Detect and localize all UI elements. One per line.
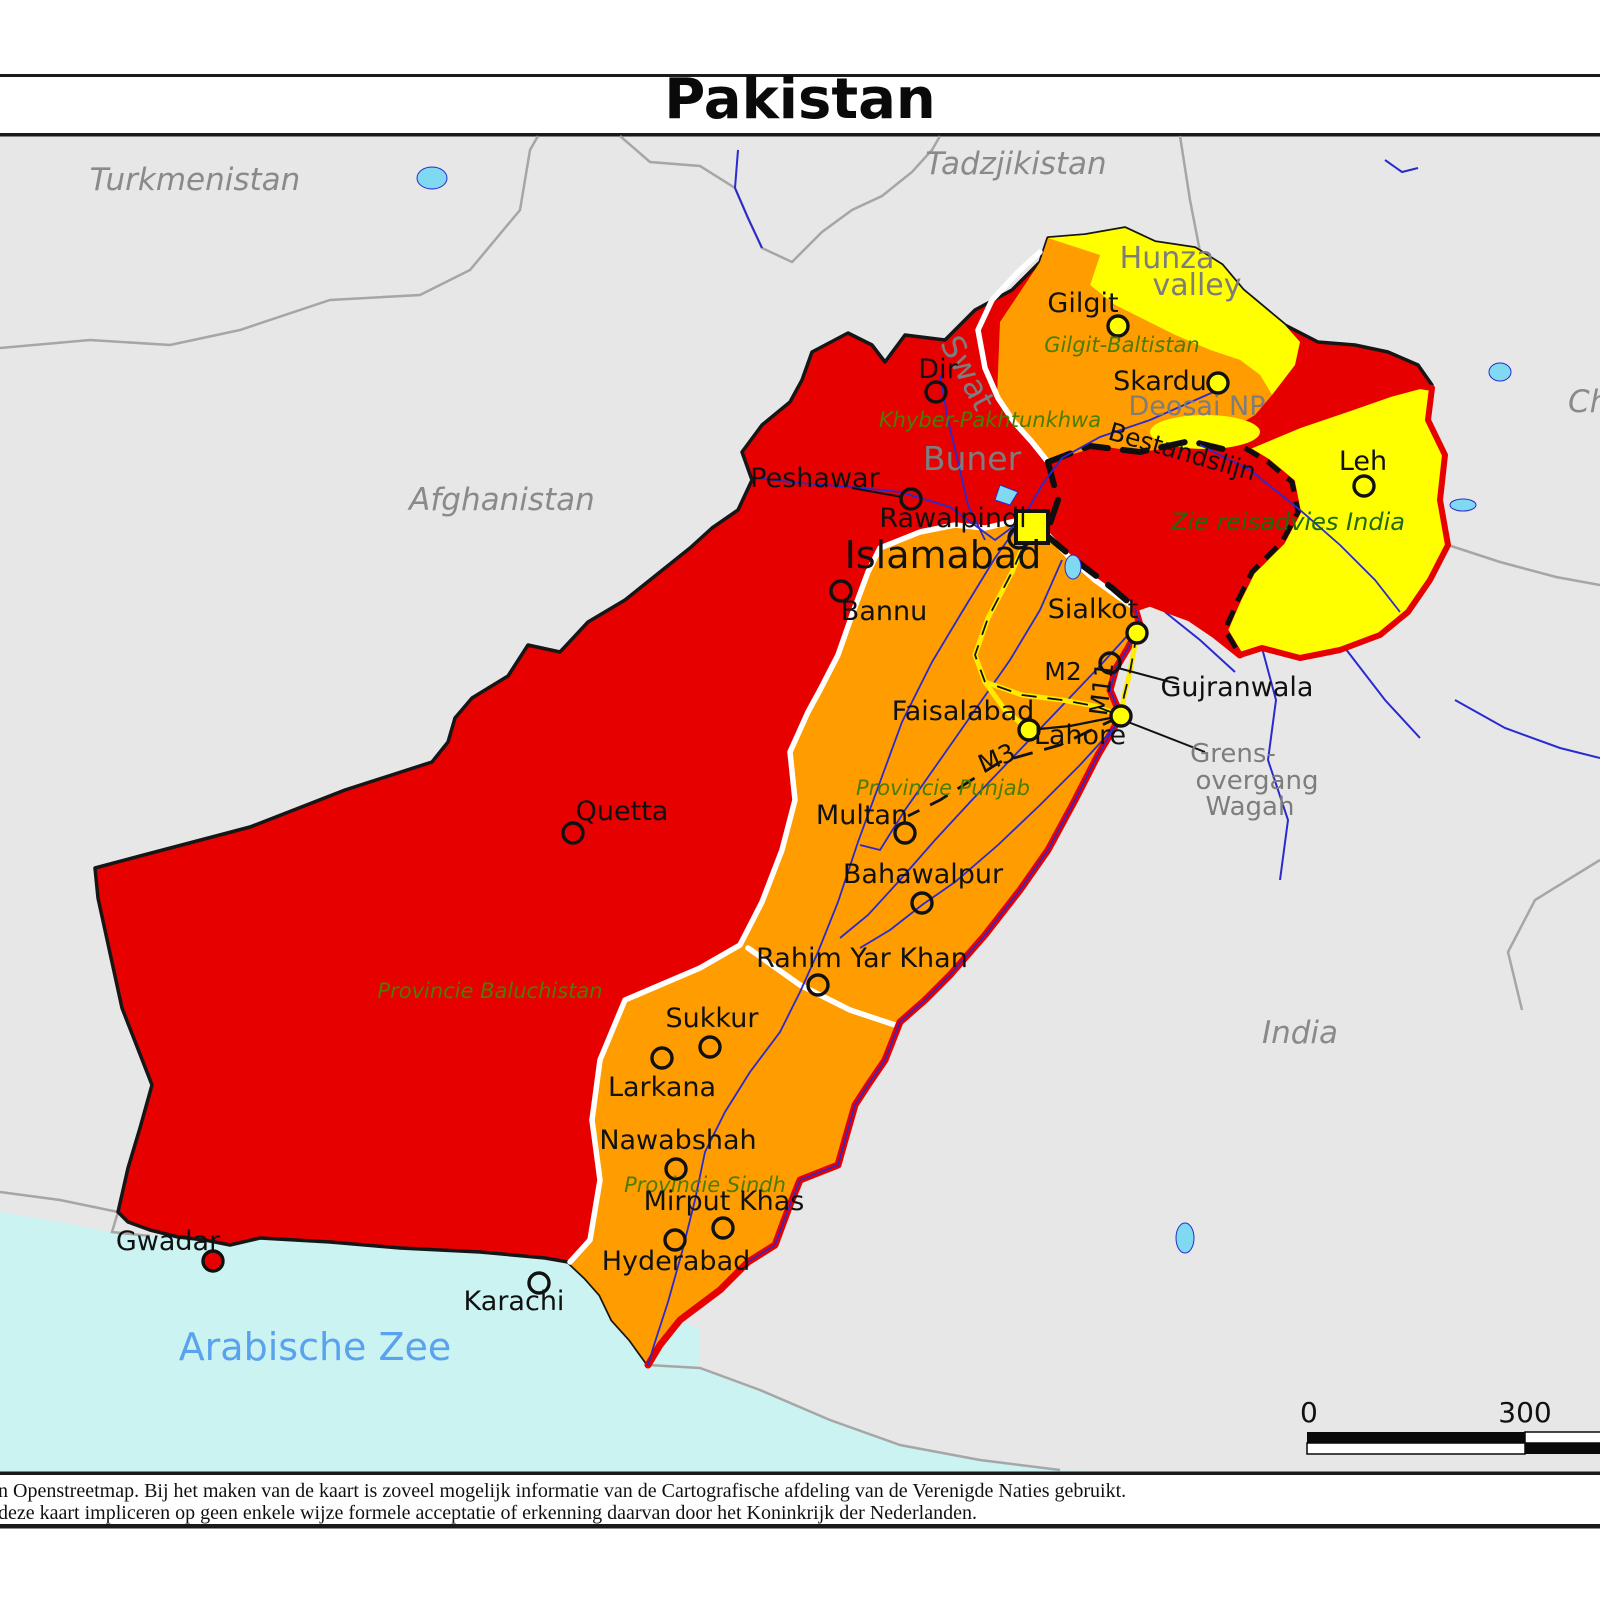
- region-label-buner: Buner: [923, 439, 1022, 478]
- city-marker-sialkot: [1125, 621, 1149, 645]
- city-label-skardu: Skardu: [1113, 366, 1207, 397]
- city-label-bahawalpur: Bahawalpur: [843, 859, 1004, 890]
- deosai-yellow-pocket: [1150, 415, 1260, 449]
- frame-line-footer-bottom: [0, 1524, 1600, 1529]
- city-label-multan: Multan: [816, 800, 908, 831]
- scale-start: 0: [1300, 1396, 1318, 1429]
- city-label-lahore: Lahore: [1034, 720, 1126, 751]
- city-label-rawalpindi: Rawalpindi: [879, 503, 1026, 534]
- city-label-larkana: Larkana: [608, 1072, 716, 1103]
- city-marker-gujranwala: [1098, 651, 1122, 675]
- city-marker-faisalabad: [1017, 718, 1041, 742]
- city-label-sialkot: Sialkot: [1048, 594, 1138, 625]
- city-marker-hyderabad: [663, 1228, 687, 1252]
- label-zie-reisadvies-india: Zie reisadvies India: [1170, 508, 1405, 536]
- city-marker-lahore: [1109, 704, 1133, 728]
- city-label-gujranwala: Gujranwala: [1161, 672, 1314, 703]
- city-label-nawabshah: Nawabshah: [599, 1125, 756, 1156]
- label-wagah-3: Wagah: [1206, 792, 1295, 822]
- motorways: [907, 525, 1140, 818]
- page-title: Pakistan: [664, 67, 936, 132]
- region-label-hunza: Hunza: [1120, 241, 1215, 276]
- country-label-tadzjikistan: Tadzjikistan: [925, 146, 1106, 182]
- road-label-m11: M11: [1084, 661, 1119, 718]
- frame-line-map-bottom: [0, 1471, 1600, 1475]
- boundary-blue-line: [747, 607, 1141, 1263]
- city-label-peshawar: Peshawar: [750, 463, 880, 494]
- city-markers: [201, 314, 1376, 1295]
- scale-bar: 0 300: [1300, 1396, 1600, 1455]
- city-label-sukkur: Sukkur: [666, 1003, 760, 1034]
- city-marker-multan: [893, 821, 917, 845]
- city-label-hyderabad: Hyderabad: [602, 1246, 751, 1277]
- province-label-sindh: Provincie Sindh: [624, 1173, 786, 1197]
- city-marker-leh: [1352, 474, 1376, 498]
- frame-line-under-title: [0, 133, 1600, 137]
- road-label-m2: M2: [1044, 657, 1081, 686]
- region-label-hunza-valley: valley: [1152, 268, 1241, 303]
- capital-label-islamabad: Islamabad: [845, 533, 1042, 577]
- scale-end: 300: [1498, 1396, 1551, 1429]
- city-marker-gilgit: [1106, 314, 1130, 338]
- gilgit-baltistan-region: [997, 235, 1272, 462]
- city-marker-gwadar: [201, 1249, 225, 1273]
- city-marker-rahim-yar-khan: [806, 973, 830, 997]
- country-label-turkmenistan: Turkmenistan: [90, 162, 301, 198]
- country-label-india: India: [1262, 1015, 1338, 1051]
- leader-lines: [851, 487, 1206, 753]
- label-wagah-1: Grens-: [1190, 739, 1276, 769]
- city-label-gwadar: Gwadar: [116, 1226, 221, 1257]
- city-label-faisalabad: Faisalabad: [892, 696, 1035, 727]
- city-label-bannu: Bannu: [841, 596, 927, 627]
- province-label-khyber: Khyber-Pakhtunkhwa: [879, 408, 1101, 432]
- city-marker-peshawar: [899, 487, 923, 511]
- capital-marker-islamabad: [1014, 509, 1050, 545]
- province-label-gilgit-baltistan: Gilgit-Baltistan: [1044, 333, 1199, 357]
- loc-wavy-line: [1222, 445, 1301, 657]
- frame-line-top: [0, 74, 1600, 77]
- country-label-china: China: [1568, 384, 1600, 420]
- region-label-deosai: Deosai NP: [1128, 391, 1265, 422]
- country-label-afghanistan: Afghanistan: [407, 482, 595, 518]
- rivers-pakistan: [647, 374, 1401, 1366]
- leh-region: [1222, 383, 1451, 661]
- city-label-dir: Dir: [918, 354, 958, 385]
- footer-line-2: deze kaart impliceren op geen enkele wij…: [0, 1502, 977, 1524]
- city-marker-bannu: [829, 579, 853, 603]
- city-marker-dir: [924, 380, 948, 404]
- city-marker-sukkur: [698, 1035, 722, 1059]
- city-marker-larkana: [650, 1046, 674, 1070]
- punjab-sindh-region: [568, 520, 1140, 1365]
- arabian-sea: [0, 1212, 1100, 1472]
- city-label-leh: Leh: [1339, 446, 1387, 477]
- city-label-quetta: Quetta: [576, 796, 669, 827]
- city-marker-skardu: [1206, 371, 1230, 395]
- city-marker-quetta: [561, 821, 585, 845]
- sea-label: Arabische Zee: [179, 1325, 452, 1369]
- city-label-rahim-yar-khan: Rahim Yar Khan: [756, 943, 968, 974]
- footer-line-1: n Openstreetmap. Bij het maken van de ka…: [0, 1480, 1126, 1502]
- city-label-mirput-khas: Mirput Khas: [644, 1186, 805, 1217]
- hunza-valley-region: [1048, 228, 1300, 395]
- city-label-karachi: Karachi: [464, 1286, 565, 1317]
- city-marker-bahawalpur: [910, 891, 934, 915]
- lakes: [416, 166, 1512, 1254]
- city-label-gilgit: Gilgit: [1047, 288, 1118, 319]
- label-wagah-2: overgang: [1196, 766, 1319, 796]
- province-label-baluchistan: Provincie Baluchistan: [377, 979, 602, 1003]
- city-marker-nawabshah: [664, 1157, 688, 1181]
- city-marker-mirput-khas: [711, 1216, 735, 1240]
- province-label-punjab: Provincie Punjab: [856, 776, 1030, 800]
- bestandslijn-line: [1042, 437, 1238, 609]
- city-marker-karachi: [527, 1271, 551, 1295]
- province-borders: [567, 249, 1138, 1265]
